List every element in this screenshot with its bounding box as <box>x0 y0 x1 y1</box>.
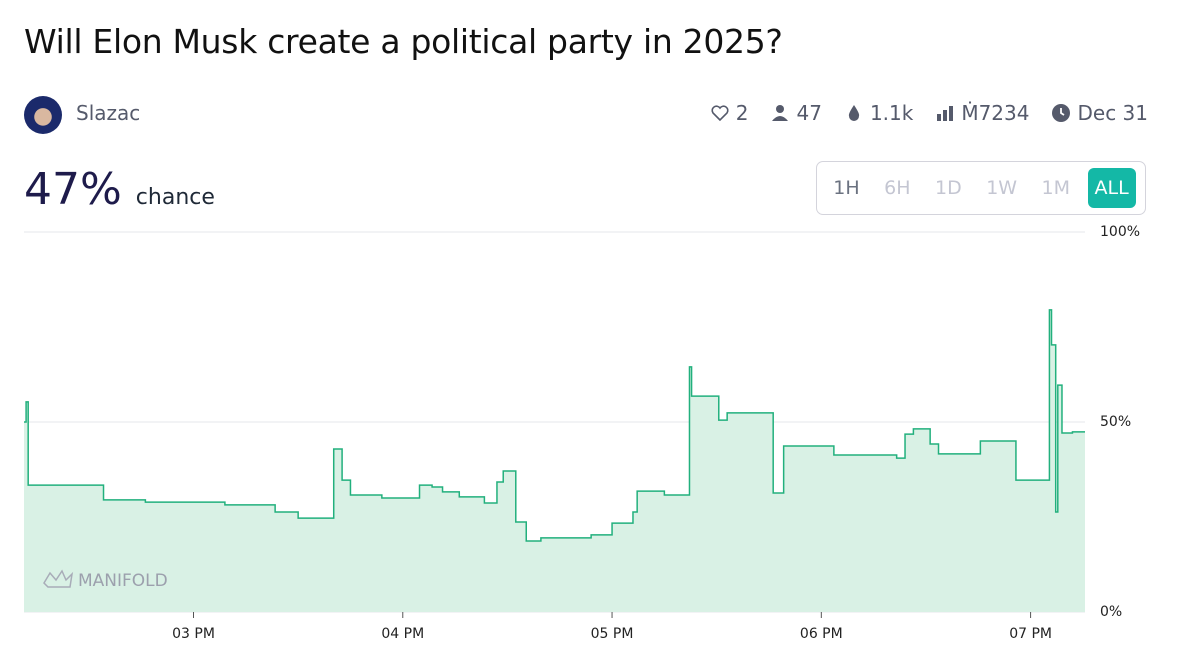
probability-label: chance <box>135 185 215 210</box>
volume-amount: Ṁ7234 <box>961 101 1030 125</box>
x-tick-label: 07 PM <box>1009 626 1052 642</box>
likes-count: 2 <box>735 101 749 125</box>
author[interactable]: Slazac <box>76 101 141 125</box>
y-tick-label: 0% <box>1100 604 1122 620</box>
close-date: Dec 31 <box>1051 101 1148 125</box>
probability-value: 47% <box>24 164 122 215</box>
drop-icon <box>848 105 860 121</box>
stats: 2 47 1.1k Ṁ7234 Dec 31 <box>710 101 1148 125</box>
avatar[interactable] <box>24 96 62 134</box>
y-tick-label: 100% <box>1100 224 1140 240</box>
time-range-buttons: 1H 6H 1D 1W 1M ALL <box>816 161 1146 215</box>
title: Will Elon Musk create a political party … <box>24 22 783 61</box>
area <box>24 309 1085 612</box>
liquidity-amount: 1.1k <box>869 101 914 125</box>
x-tick-label: 03 PM <box>172 626 215 642</box>
watermark: MANIFOLD <box>43 569 168 591</box>
time-button[interactable]: ALL <box>1087 168 1136 208</box>
probability: 47% chance <box>24 164 215 215</box>
x-tick-label: 05 PM <box>591 626 634 642</box>
y-tick-label: 50% <box>1100 414 1131 430</box>
person-icon <box>772 105 789 121</box>
traders: 47 <box>770 101 822 125</box>
volume: Ṁ7234 <box>935 101 1029 125</box>
time-button[interactable]: 1W <box>986 177 1018 199</box>
time-button[interactable]: 1H <box>833 177 860 199</box>
x-tick-label: 06 PM <box>800 626 843 642</box>
x-tick-label: 04 PM <box>381 626 424 642</box>
time-button[interactable]: 1M <box>1041 177 1071 199</box>
bars-icon <box>937 106 954 121</box>
likes[interactable]: 2 <box>710 101 749 125</box>
clock-icon <box>1052 104 1071 122</box>
time-button[interactable]: 1D <box>934 177 962 199</box>
watermark-icon <box>43 569 74 588</box>
traders-count: 47 <box>796 101 822 125</box>
close-date-text: Dec 31 <box>1077 101 1148 125</box>
liquidity: 1.1k <box>844 101 913 125</box>
line <box>24 309 1085 542</box>
watermark-text: MANIFOLD <box>78 571 168 591</box>
heart-icon <box>711 105 729 122</box>
time-button[interactable]: 6H <box>884 177 911 199</box>
